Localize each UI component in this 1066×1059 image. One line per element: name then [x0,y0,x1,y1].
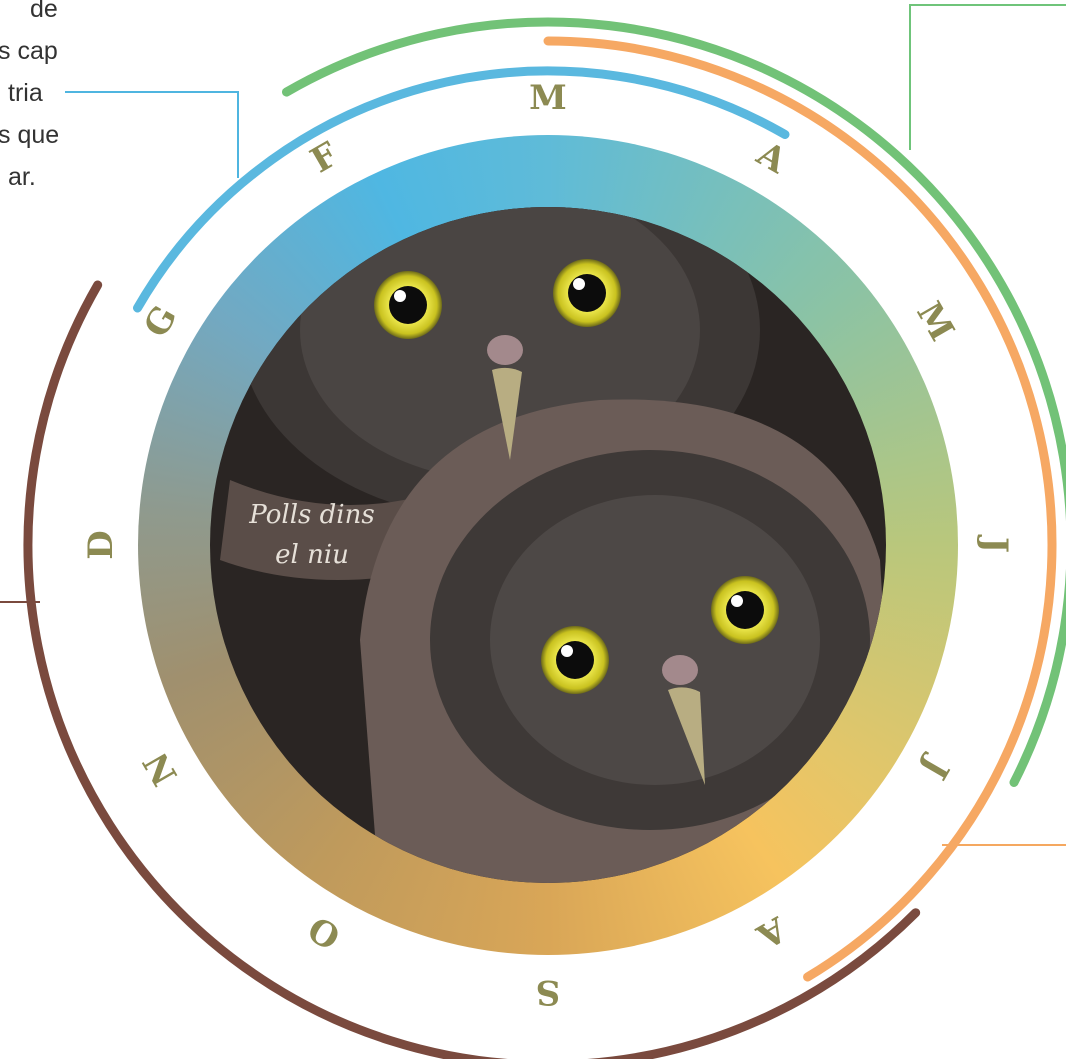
month-label: F [304,135,345,182]
month-label: S [536,972,561,1012]
intro-line: ar. [8,163,36,191]
page: {"intro_text": ["de", "s cap", "tria", "… [0,0,1066,1059]
connector [65,92,238,178]
intro-line: s que [0,121,59,149]
month-label: M [908,295,961,348]
month-label: J [975,534,1015,553]
month-label: O [302,907,348,956]
month-label: D [81,530,121,559]
calendar-diagram: des captrias quear.MAMJJASONDGFPolls din… [0,0,1066,1059]
caption-line: Polls dins [248,500,374,530]
month-label: A [750,908,794,957]
month-label: N [136,745,186,792]
month-label: M [529,78,567,118]
intro-line: tria [8,79,43,107]
month-label: J [914,749,958,786]
month-label: A [749,133,793,182]
connector [910,5,1066,150]
intro-line: de [30,0,58,23]
caption-line: el niu [275,540,349,570]
intro-line: s cap [0,37,58,65]
